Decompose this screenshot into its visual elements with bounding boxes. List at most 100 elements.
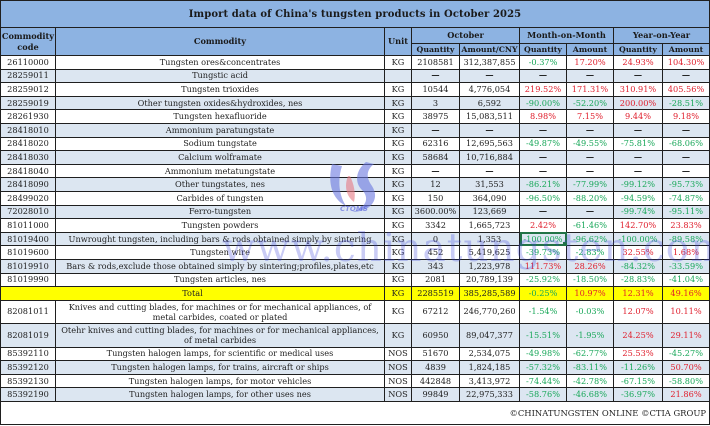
- yoy-quantity-cell[interactable]: -94.59%: [613, 190, 663, 206]
- commodity-code-cell[interactable]: 81019910: [0, 258, 56, 274]
- amount-cell[interactable]: 31,553: [459, 177, 520, 192]
- unit-cell[interactable]: [384, 68, 412, 84]
- mom-amount-cell[interactable]: -88.20%: [566, 190, 614, 206]
- commodity-name-cell[interactable]: Tungsten trioxides: [55, 82, 385, 97]
- yoy-amount-cell[interactable]: -95.11%: [661, 204, 710, 220]
- quantity-cell[interactable]: 452: [411, 245, 460, 260]
- mom-quantity-cell[interactable]: -49.87%: [519, 136, 567, 152]
- total-mom-amount-cell[interactable]: 10.97%: [566, 286, 614, 301]
- unit-cell[interactable]: NOS: [384, 387, 412, 403]
- mom-quantity-cell[interactable]: 111.73%: [519, 258, 567, 274]
- quantity-cell[interactable]: 3600.00%: [411, 204, 460, 220]
- yoy-quantity-cell[interactable]: 9.44%: [613, 109, 663, 124]
- amount-cell[interactable]: 5,419,625: [459, 245, 520, 260]
- commodity-name-cell[interactable]: Bars & rods,exclude those obtained simpl…: [55, 258, 385, 274]
- mom-amount-cell[interactable]: —: [566, 163, 614, 179]
- mom-quantity-cell[interactable]: —: [519, 122, 567, 138]
- mom-amount-cell[interactable]: -49.55%: [566, 136, 614, 152]
- yoy-quantity-cell[interactable]: 142.70%: [613, 218, 663, 233]
- yoy-amount-cell[interactable]: 1.68%: [661, 245, 710, 260]
- yoy-quantity-cell[interactable]: -100.00%: [613, 231, 663, 247]
- yoy-quantity-cell[interactable]: 32.55%: [613, 245, 663, 260]
- commodity-code-cell[interactable]: 72028010: [0, 204, 56, 220]
- yoy-amount-cell[interactable]: 104.30%: [661, 55, 710, 70]
- quantity-cell[interactable]: 3: [411, 95, 460, 111]
- quantity-cell[interactable]: 4839: [411, 360, 460, 375]
- total-quantity-cell[interactable]: 2285519: [411, 286, 460, 301]
- quantity-cell[interactable]: 62316: [411, 136, 460, 152]
- mom-quantity-cell[interactable]: 219.52%: [519, 82, 567, 97]
- mom-amount-cell[interactable]: 7.15%: [566, 109, 614, 124]
- amount-cell[interactable]: 6,592: [459, 95, 520, 111]
- mom-amount-cell[interactable]: -42.78%: [566, 373, 614, 389]
- yoy-amount-cell[interactable]: 29.11%: [661, 323, 710, 348]
- yoy-amount-cell[interactable]: —: [661, 68, 710, 84]
- yoy-amount-cell[interactable]: -89.58%: [661, 231, 710, 247]
- mom-quantity-cell[interactable]: 8.98%: [519, 109, 567, 124]
- commodity-code-cell[interactable]: 85392190: [0, 387, 56, 403]
- quantity-cell[interactable]: 60950: [411, 323, 460, 348]
- amount-cell[interactable]: 364,090: [459, 190, 520, 206]
- unit-cell[interactable]: KG: [384, 299, 412, 325]
- commodity-code-cell[interactable]: 28418040: [0, 163, 56, 179]
- mom-amount-cell[interactable]: -83.11%: [566, 360, 614, 375]
- commodity-name-cell[interactable]: Calcium wolframate: [55, 150, 385, 165]
- mom-quantity-cell[interactable]: -86.21%: [519, 177, 567, 192]
- commodity-name-cell[interactable]: Otehr knives and cutting blades, for mac…: [55, 323, 385, 348]
- mom-amount-cell[interactable]: -18.50%: [566, 272, 614, 288]
- mom-amount-cell[interactable]: 28.26%: [566, 258, 614, 274]
- amount-cell[interactable]: 12,695,563: [459, 136, 520, 152]
- unit-cell[interactable]: KG: [384, 323, 412, 348]
- amount-cell[interactable]: 22,975,333: [459, 387, 520, 403]
- quantity-cell[interactable]: 2108581: [411, 55, 460, 70]
- unit-cell[interactable]: KG: [384, 109, 412, 124]
- mom-quantity-cell[interactable]: -15.51%: [519, 323, 567, 348]
- unit-cell[interactable]: KG: [384, 177, 412, 192]
- commodity-code-cell[interactable]: 28499020: [0, 190, 56, 206]
- yoy-amount-cell[interactable]: 405.56%: [661, 82, 710, 97]
- amount-cell[interactable]: 246,770,260: [459, 299, 520, 325]
- amount-cell[interactable]: 20,789,139: [459, 272, 520, 288]
- yoy-quantity-cell[interactable]: 24.25%: [613, 323, 663, 348]
- yoy-amount-cell[interactable]: -45.27%: [661, 346, 710, 362]
- mom-amount-cell[interactable]: -61.46%: [566, 218, 614, 233]
- commodity-code-cell[interactable]: 28261930: [0, 109, 56, 124]
- commodity-code-cell[interactable]: 82081019: [0, 323, 56, 348]
- commodity-name-cell[interactable]: Carbides of tungsten: [55, 190, 385, 206]
- yoy-amount-cell[interactable]: -95.73%: [661, 177, 710, 192]
- yoy-quantity-cell[interactable]: —: [613, 122, 663, 138]
- yoy-quantity-cell[interactable]: 25.53%: [613, 346, 663, 362]
- mom-amount-cell[interactable]: —: [566, 122, 614, 138]
- yoy-amount-cell[interactable]: —: [661, 122, 710, 138]
- yoy-amount-cell[interactable]: -33.59%: [661, 258, 710, 274]
- amount-cell[interactable]: 4,776,054: [459, 82, 520, 97]
- mom-amount-cell[interactable]: —: [566, 68, 614, 84]
- unit-cell[interactable]: KG: [384, 95, 412, 111]
- quantity-cell[interactable]: 67212: [411, 299, 460, 325]
- mom-quantity-cell[interactable]: -49.98%: [519, 346, 567, 362]
- yoy-quantity-cell[interactable]: —: [613, 163, 663, 179]
- unit-cell[interactable]: KG: [384, 286, 412, 301]
- commodity-code-cell[interactable]: 81019400: [0, 231, 56, 247]
- yoy-amount-cell[interactable]: —: [661, 150, 710, 165]
- quantity-cell[interactable]: 343: [411, 258, 460, 274]
- commodity-name-cell[interactable]: Sodium tungstate: [55, 136, 385, 152]
- yoy-quantity-cell[interactable]: -36.97%: [613, 387, 663, 403]
- unit-cell[interactable]: KG: [384, 204, 412, 220]
- yoy-quantity-cell[interactable]: —: [613, 150, 663, 165]
- mom-quantity-cell[interactable]: -58.76%: [519, 387, 567, 403]
- quantity-cell[interactable]: 51670: [411, 346, 460, 362]
- yoy-amount-cell[interactable]: -58.80%: [661, 373, 710, 389]
- quantity-cell[interactable]: 99849: [411, 387, 460, 403]
- yoy-amount-cell[interactable]: -68.06%: [661, 136, 710, 152]
- quantity-cell[interactable]: —: [411, 68, 460, 84]
- mom-quantity-cell[interactable]: -57.32%: [519, 360, 567, 375]
- amount-cell[interactable]: 1,223,978: [459, 258, 520, 274]
- amount-cell[interactable]: 1,824,185: [459, 360, 520, 375]
- yoy-quantity-cell[interactable]: 24.93%: [613, 55, 663, 70]
- mom-amount-cell[interactable]: -52.20%: [566, 95, 614, 111]
- unit-cell[interactable]: KG: [384, 82, 412, 97]
- quantity-cell[interactable]: 38975: [411, 109, 460, 124]
- amount-cell[interactable]: 3,413,972: [459, 373, 520, 389]
- mom-quantity-cell[interactable]: —: [519, 163, 567, 179]
